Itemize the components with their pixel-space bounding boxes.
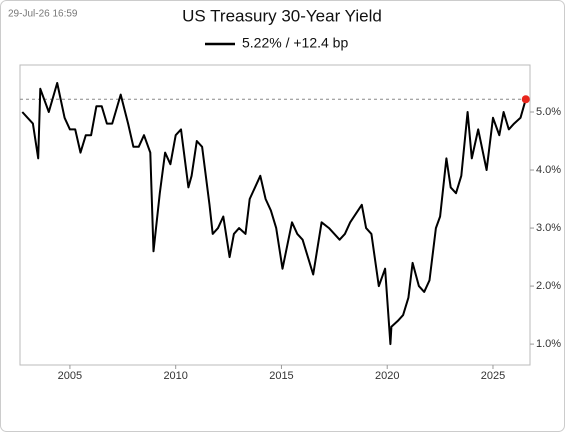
y-tick-label: 4.0% [536, 164, 561, 176]
y-tick-label: 5.0% [536, 106, 561, 118]
chart-title: US Treasury 30-Year Yield [182, 6, 382, 25]
x-tick-label: 2025 [481, 370, 505, 382]
y-tick-label: 2.0% [536, 280, 561, 292]
x-tick-label: 2005 [58, 370, 82, 382]
plot-area [19, 64, 531, 366]
line [21, 82, 527, 346]
x-tick-label: 2015 [269, 370, 293, 382]
y-tick-label: 3.0% [536, 222, 561, 234]
y-tick-label: 1.0% [536, 338, 561, 350]
legend-label: 5.22% / +12.4 bp [242, 35, 348, 51]
end-marker [521, 95, 530, 104]
x-tick-label: 2020 [375, 370, 399, 382]
x-tick-label: 2010 [163, 370, 187, 382]
timestamp: 29-Jul-26 16:59 [8, 9, 78, 20]
